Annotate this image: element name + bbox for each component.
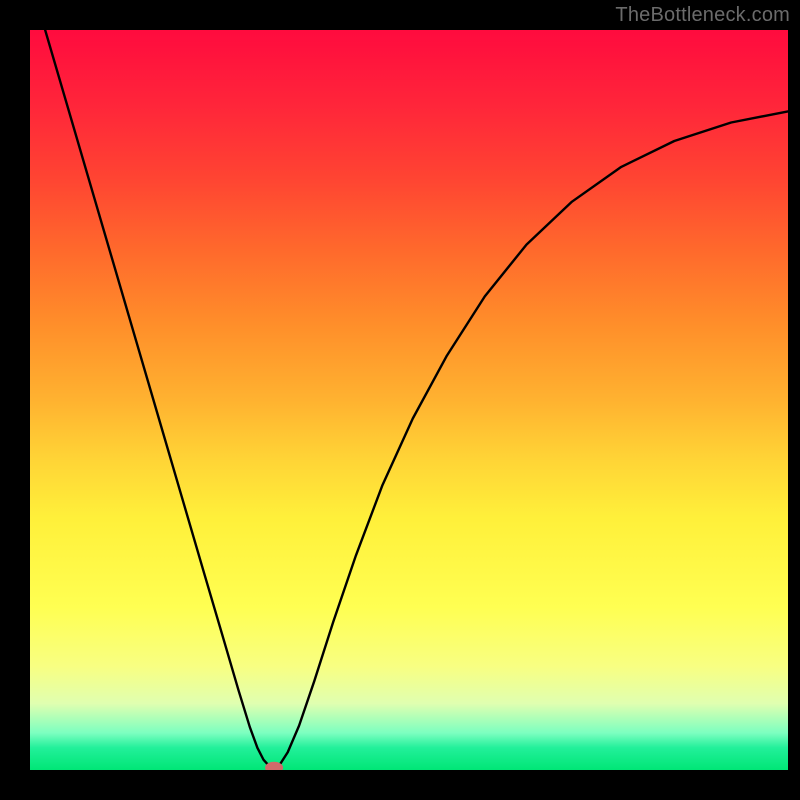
curve-layer	[30, 30, 788, 770]
watermark-text: TheBottleneck.com	[615, 4, 790, 27]
plot-area	[30, 30, 788, 770]
bottleneck-curve	[45, 30, 788, 769]
